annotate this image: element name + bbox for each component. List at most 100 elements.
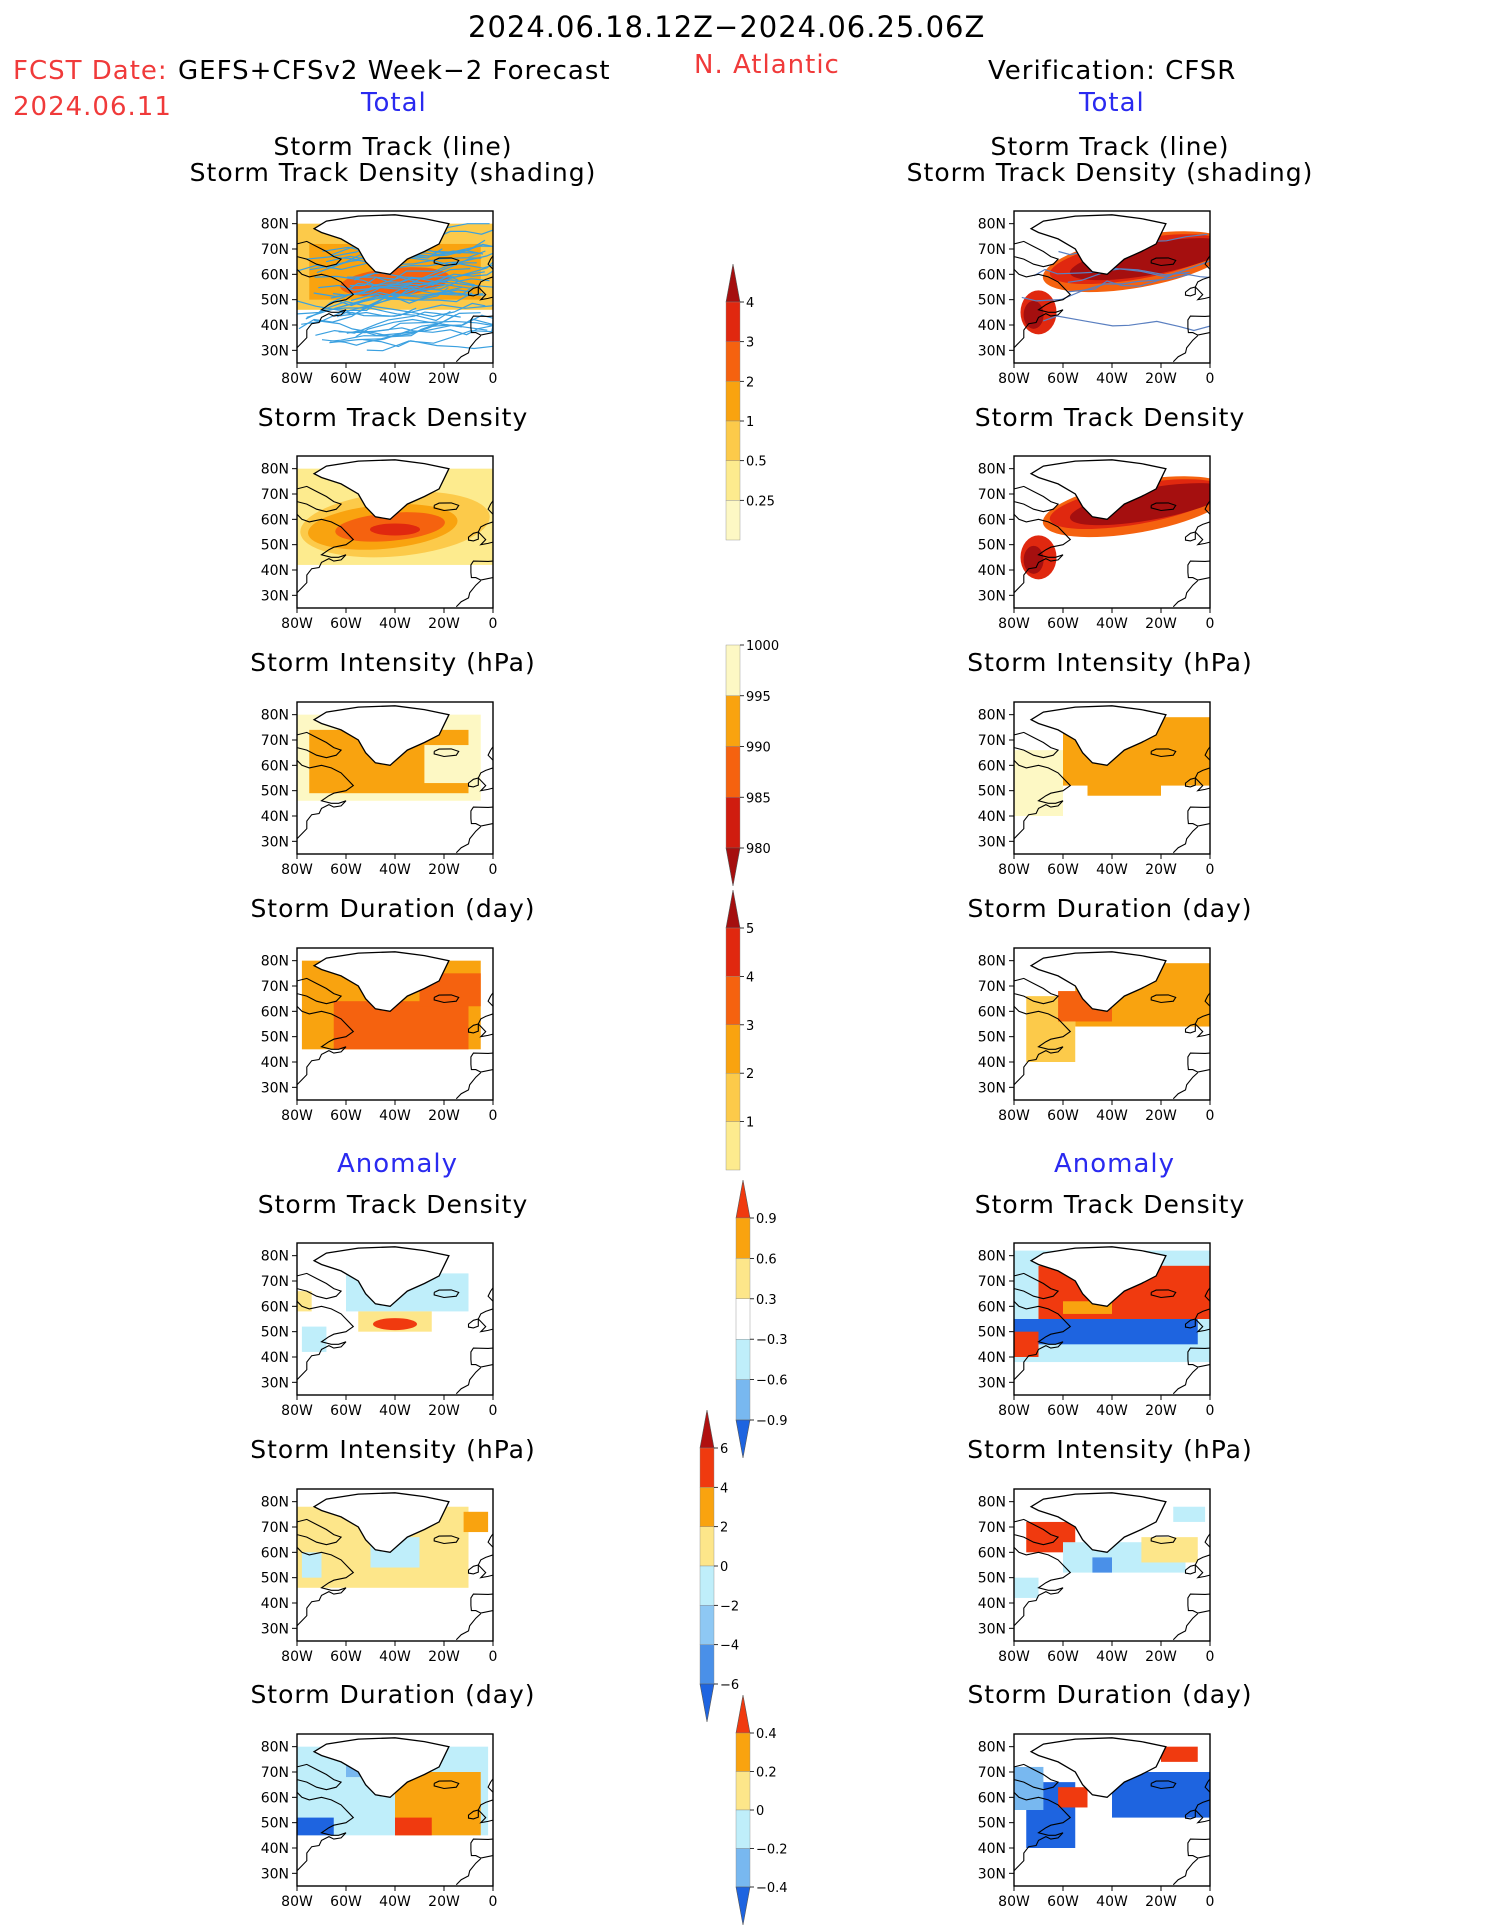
colorbar-label: 1 (746, 415, 754, 430)
shading-layer (297, 1737, 493, 1886)
colorbar-swatch (725, 889, 741, 929)
colorbar-label: 985 (746, 791, 771, 806)
lon-tick-label: 0 (489, 616, 498, 632)
lon-tick-label: 20W (428, 371, 460, 387)
lat-tick-label: 30N (261, 1866, 289, 1882)
lat-tick-label: 40N (261, 1055, 289, 1071)
colorbar-swatch (699, 1526, 715, 1567)
iceland-coastline (1150, 1780, 1177, 1790)
lat-tick-label: 40N (978, 318, 1006, 334)
lon-tick-label: 60W (1047, 1403, 1079, 1419)
greenland-coastline (1029, 214, 1167, 275)
lat-tick-label: 60N (261, 512, 289, 528)
lon-tick-label: 80W (281, 1649, 313, 1665)
title-r2-right: Storm Intensity (hPa) (967, 648, 1253, 677)
north-america-coastline (297, 268, 355, 349)
greenland-coastline (1029, 459, 1167, 520)
greenland-coastline (312, 1492, 450, 1553)
period-title: 2024.06.18.12Z−2024.06.25.06Z (468, 10, 986, 44)
lat-tick-label: 80N (978, 217, 1006, 233)
colorbar-label: 0.3 (756, 1293, 777, 1308)
lat-tick-label: 30N (261, 343, 289, 359)
lat-tick-label: 70N (978, 733, 1006, 749)
lon-tick-label: 80W (998, 1108, 1030, 1124)
map-panel-r1-verification: 80N 70N 60N 50N 40N 30N 80W 60W 40W 20W 0 (964, 451, 1214, 651)
colorbar-swatch (735, 1338, 751, 1380)
lon-tick-label: 80W (281, 1403, 313, 1419)
title-r6-right: Storm Duration (day) (967, 1680, 1253, 1709)
lat-tick-label: 70N (978, 1765, 1006, 1781)
map-panel-r5-verification: 80N 70N 60N 50N 40N 30N 80W 60W 40W 20W 0 (964, 1484, 1214, 1684)
lon-tick-label: 0 (1206, 616, 1215, 632)
shading-layer (297, 459, 493, 608)
lat-tick-label: 60N (261, 1790, 289, 1806)
title-r0-line1-left: Storm Track (line) (273, 132, 513, 161)
lat-tick-label: 80N (261, 462, 289, 478)
forecast-model-label: GEFS+CFSv2 Week−2 Forecast (178, 56, 611, 86)
lat-tick-label: 30N (261, 1080, 289, 1096)
lon-tick-label: 60W (330, 862, 362, 878)
lon-tick-label: 60W (330, 371, 362, 387)
iceland-coastline (1150, 1289, 1177, 1299)
colorbar-label: −2 (720, 1599, 739, 1614)
map-panel-r2-verification: 80N 70N 60N 50N 40N 30N 80W 60W 40W 20W 0 (964, 697, 1214, 897)
lon-tick-label: 0 (1206, 1894, 1215, 1910)
title-r5-right: Storm Intensity (hPa) (967, 1435, 1253, 1464)
colorbar-label: 2 (720, 1521, 728, 1536)
colorbar-swatch (735, 1217, 751, 1259)
storm-track-line (355, 318, 493, 338)
lat-tick-label: 70N (978, 1520, 1006, 1536)
storm-track-line (363, 339, 493, 350)
colorbar-swatch (725, 263, 741, 303)
lat-tick-label: 60N (978, 1790, 1006, 1806)
map-panel-r3-forecast: 80N 70N 60N 50N 40N 30N 80W 60W 40W 20W 0 (247, 943, 497, 1143)
colorbar-label: 0.4 (756, 1727, 777, 1742)
lat-tick-label: 40N (978, 1596, 1006, 1612)
lat-tick-label: 60N (978, 512, 1006, 528)
lat-tick-label: 50N (978, 1030, 1006, 1046)
storm-track-line (321, 323, 462, 346)
colorbar-label: −6 (720, 1678, 739, 1693)
lon-tick-label: 40W (1096, 1649, 1128, 1665)
lat-tick-label: 70N (261, 733, 289, 749)
lon-tick-label: 0 (489, 862, 498, 878)
map-svg: 80N 70N 60N 50N 40N 30N 80W 60W 40W 20W 0 (261, 701, 498, 878)
colorbar-swatch (699, 1447, 715, 1488)
colorbar-label: 990 (746, 741, 771, 756)
colorbar-swatch (699, 1487, 715, 1527)
colorbar-label: 0.9 (756, 1212, 777, 1227)
iceland-coastline (433, 502, 460, 512)
storm-track-line (329, 314, 493, 344)
lat-tick-label: 50N (261, 1325, 289, 1341)
lat-tick-label: 60N (978, 267, 1006, 283)
lat-tick-label: 30N (261, 1375, 289, 1391)
iceland-coastline (433, 748, 460, 758)
title-r1-right: Storm Track Density (974, 403, 1246, 432)
lon-tick-label: 20W (428, 1108, 460, 1124)
title-r3-left: Storm Duration (day) (250, 894, 536, 923)
colorbar-swatch (725, 797, 741, 849)
storm-track-line (1067, 256, 1210, 283)
colorbar-swatch (725, 695, 741, 747)
colorbar-swatch (699, 1409, 715, 1449)
lat-tick-label: 80N (978, 1495, 1006, 1511)
lat-tick-label: 60N (261, 758, 289, 774)
lon-tick-label: 0 (1206, 1108, 1215, 1124)
shading-layer (297, 951, 493, 1100)
lon-tick-label: 40W (379, 1649, 411, 1665)
lat-tick-label: 30N (978, 1375, 1006, 1391)
lat-tick-label: 30N (261, 588, 289, 604)
lat-tick-label: 40N (261, 318, 289, 334)
map-svg: 80N 70N 60N 50N 40N 30N 80W 60W 40W 20W 0 (978, 701, 1214, 878)
title-r2-left: Storm Intensity (hPa) (250, 648, 536, 677)
map-svg: 80N 70N 60N 50N 40N 30N 80W 60W 40W 20W 0 (978, 1242, 1214, 1419)
lon-tick-label: 20W (1145, 1403, 1177, 1419)
lat-tick-label: 70N (978, 979, 1006, 995)
storm-track-line (347, 282, 483, 297)
lat-tick-label: 60N (978, 758, 1006, 774)
storm-track-line (1042, 315, 1210, 332)
colorbar-label: 995 (746, 690, 771, 705)
total-header-left: Total (361, 88, 427, 118)
lon-tick-label: 40W (1096, 1894, 1128, 1910)
north-america-coastline (1014, 1791, 1072, 1872)
